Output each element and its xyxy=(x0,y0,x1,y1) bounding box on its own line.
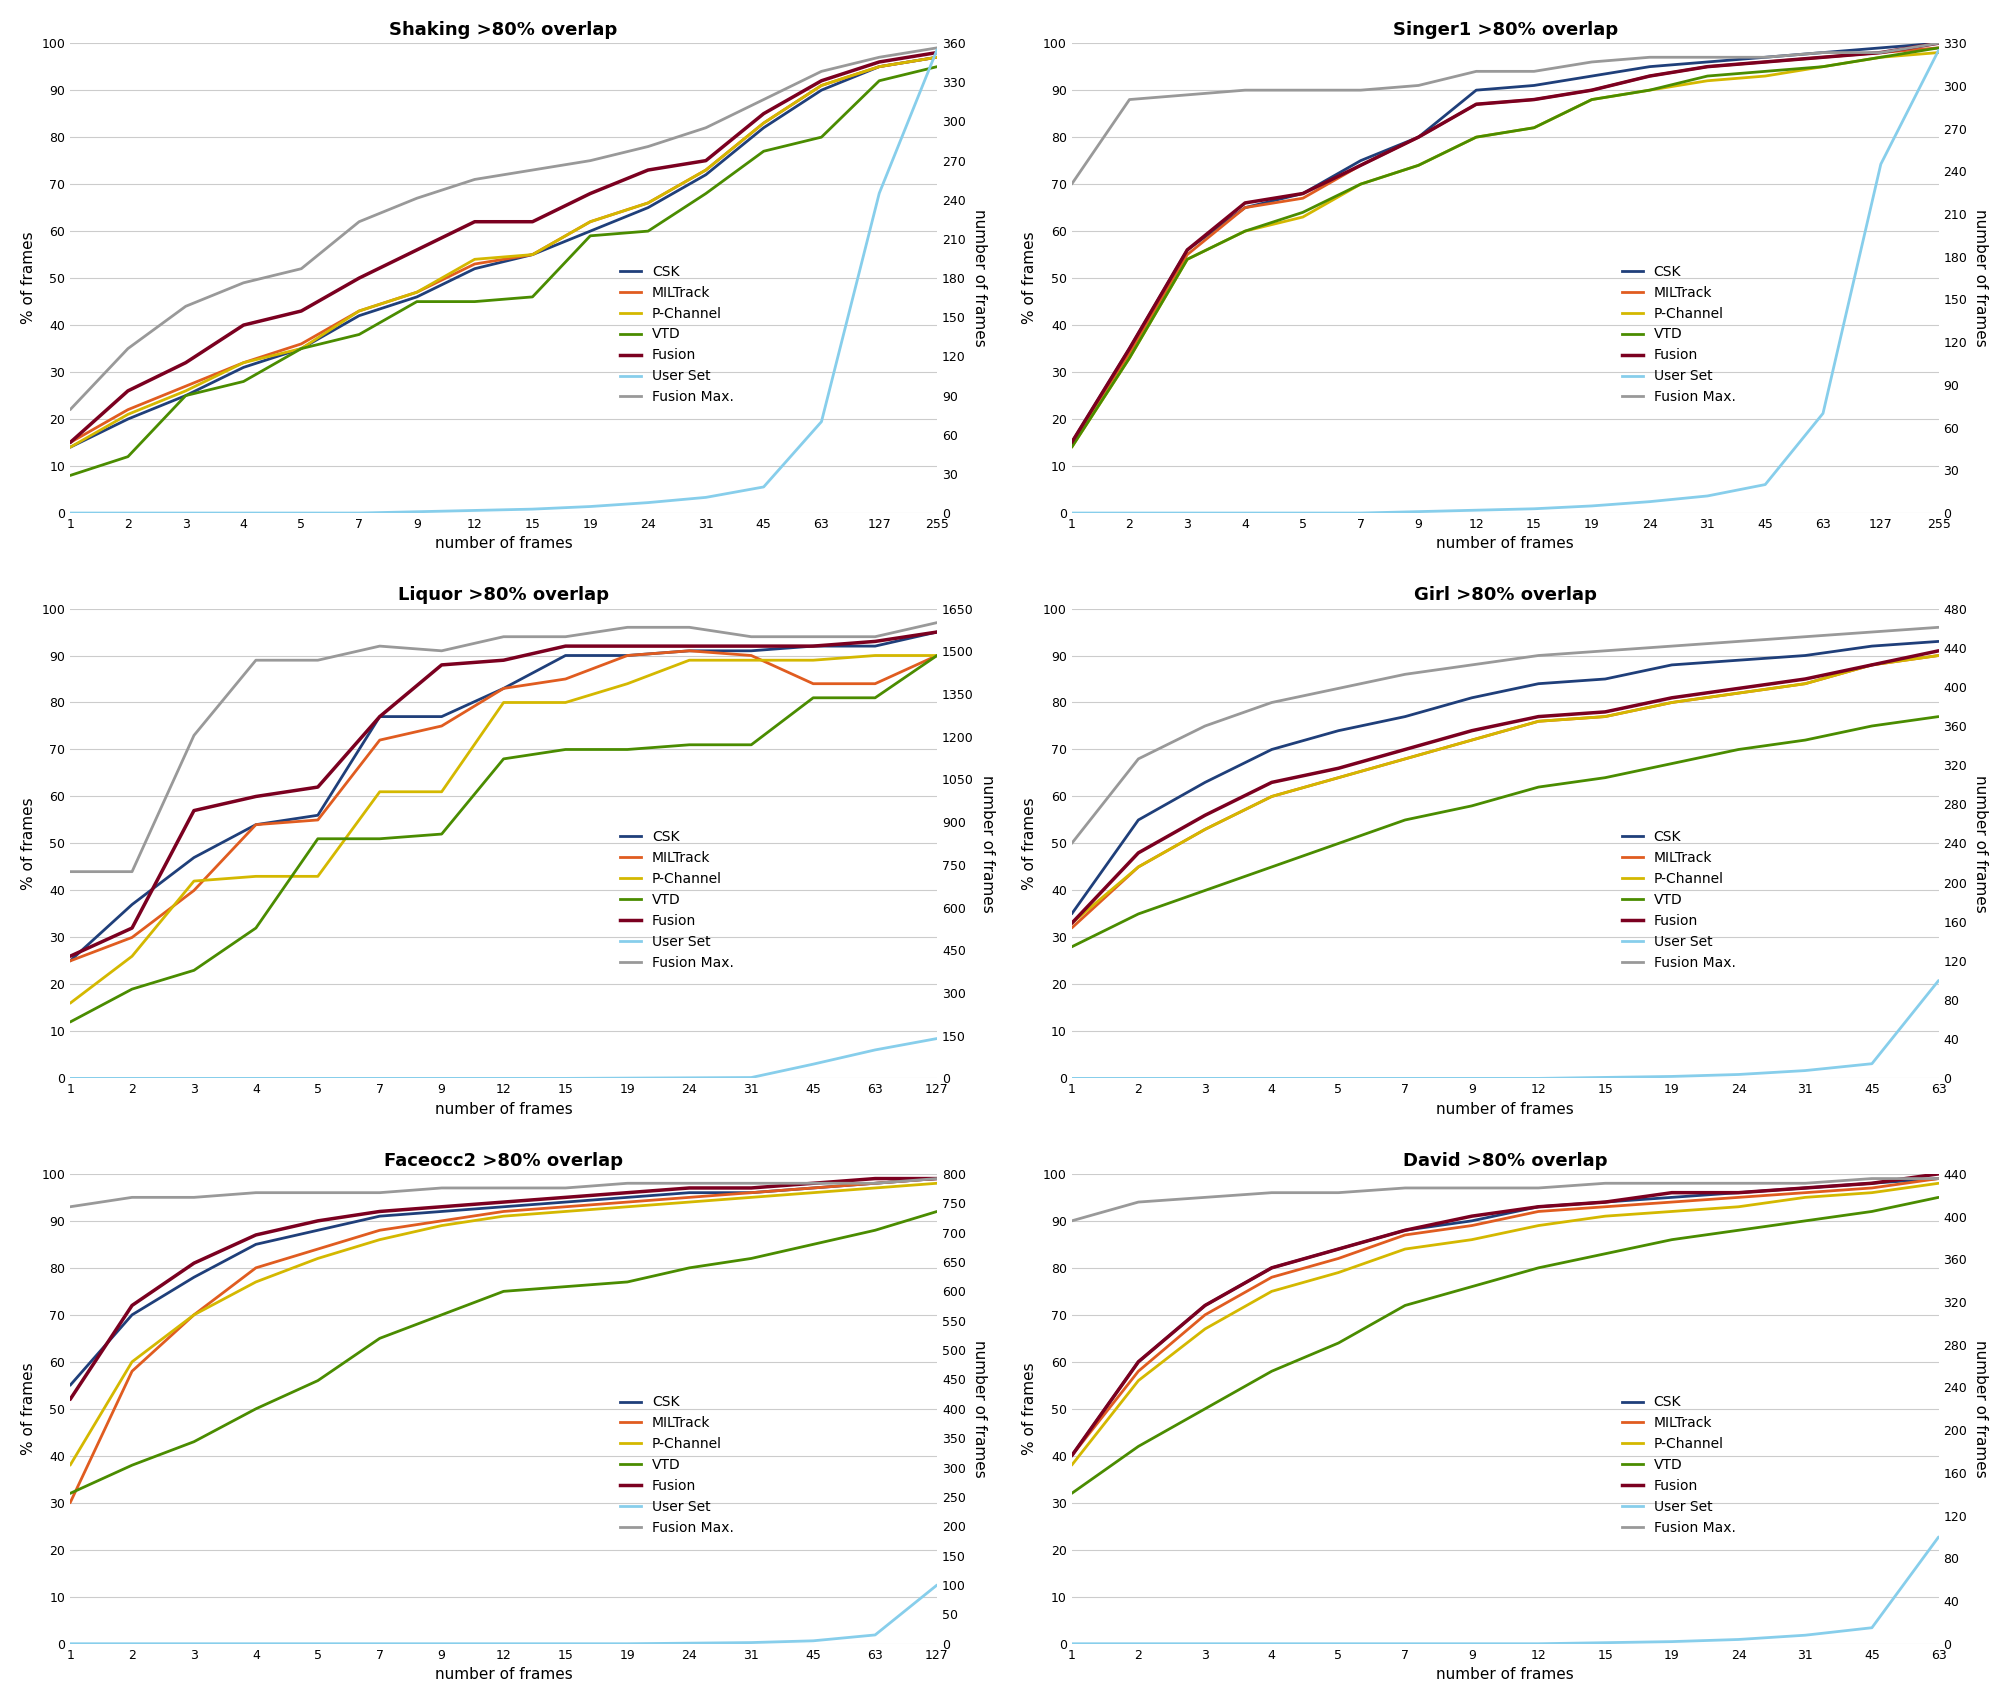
Legend: CSK, MILTrack, P-Channel, VTD, Fusion, User Set, Fusion Max.: CSK, MILTrack, P-Channel, VTD, Fusion, U… xyxy=(1615,259,1742,410)
Y-axis label: number of frames: number of frames xyxy=(1973,1340,1989,1478)
Legend: CSK, MILTrack, P-Channel, VTD, Fusion, User Set, Fusion Max.: CSK, MILTrack, P-Channel, VTD, Fusion, U… xyxy=(1615,1390,1742,1541)
Legend: CSK, MILTrack, P-Channel, VTD, Fusion, User Set, Fusion Max.: CSK, MILTrack, P-Channel, VTD, Fusion, U… xyxy=(615,259,739,410)
Title: Liquor >80% overlap: Liquor >80% overlap xyxy=(398,586,609,605)
Y-axis label: % of frames: % of frames xyxy=(20,797,36,889)
Y-axis label: % of frames: % of frames xyxy=(20,1362,36,1454)
X-axis label: number of frames: number of frames xyxy=(434,536,573,552)
Legend: CSK, MILTrack, P-Channel, VTD, Fusion, User Set, Fusion Max.: CSK, MILTrack, P-Channel, VTD, Fusion, U… xyxy=(615,824,739,976)
Y-axis label: number of frames: number of frames xyxy=(972,209,986,347)
Title: David >80% overlap: David >80% overlap xyxy=(1402,1151,1607,1170)
Y-axis label: % of frames: % of frames xyxy=(1023,797,1037,889)
Title: Faceocc2 >80% overlap: Faceocc2 >80% overlap xyxy=(384,1151,623,1170)
X-axis label: number of frames: number of frames xyxy=(434,1102,573,1117)
X-axis label: number of frames: number of frames xyxy=(1436,1667,1573,1683)
Y-axis label: % of frames: % of frames xyxy=(1023,232,1037,324)
Y-axis label: number of frames: number of frames xyxy=(972,1340,986,1478)
X-axis label: number of frames: number of frames xyxy=(1436,1102,1573,1117)
Title: Girl >80% overlap: Girl >80% overlap xyxy=(1414,586,1597,605)
Y-axis label: number of frames: number of frames xyxy=(1973,775,1989,913)
Legend: CSK, MILTrack, P-Channel, VTD, Fusion, User Set, Fusion Max.: CSK, MILTrack, P-Channel, VTD, Fusion, U… xyxy=(615,1390,739,1541)
Y-axis label: % of frames: % of frames xyxy=(20,232,36,324)
X-axis label: number of frames: number of frames xyxy=(434,1667,573,1683)
Y-axis label: number of frames: number of frames xyxy=(1973,209,1989,347)
Y-axis label: % of frames: % of frames xyxy=(1023,1362,1037,1454)
X-axis label: number of frames: number of frames xyxy=(1436,536,1573,552)
Title: Singer1 >80% overlap: Singer1 >80% overlap xyxy=(1392,20,1617,39)
Legend: CSK, MILTrack, P-Channel, VTD, Fusion, User Set, Fusion Max.: CSK, MILTrack, P-Channel, VTD, Fusion, U… xyxy=(1615,824,1742,976)
Y-axis label: number of frames: number of frames xyxy=(980,775,994,913)
Title: Shaking >80% overlap: Shaking >80% overlap xyxy=(390,20,617,39)
